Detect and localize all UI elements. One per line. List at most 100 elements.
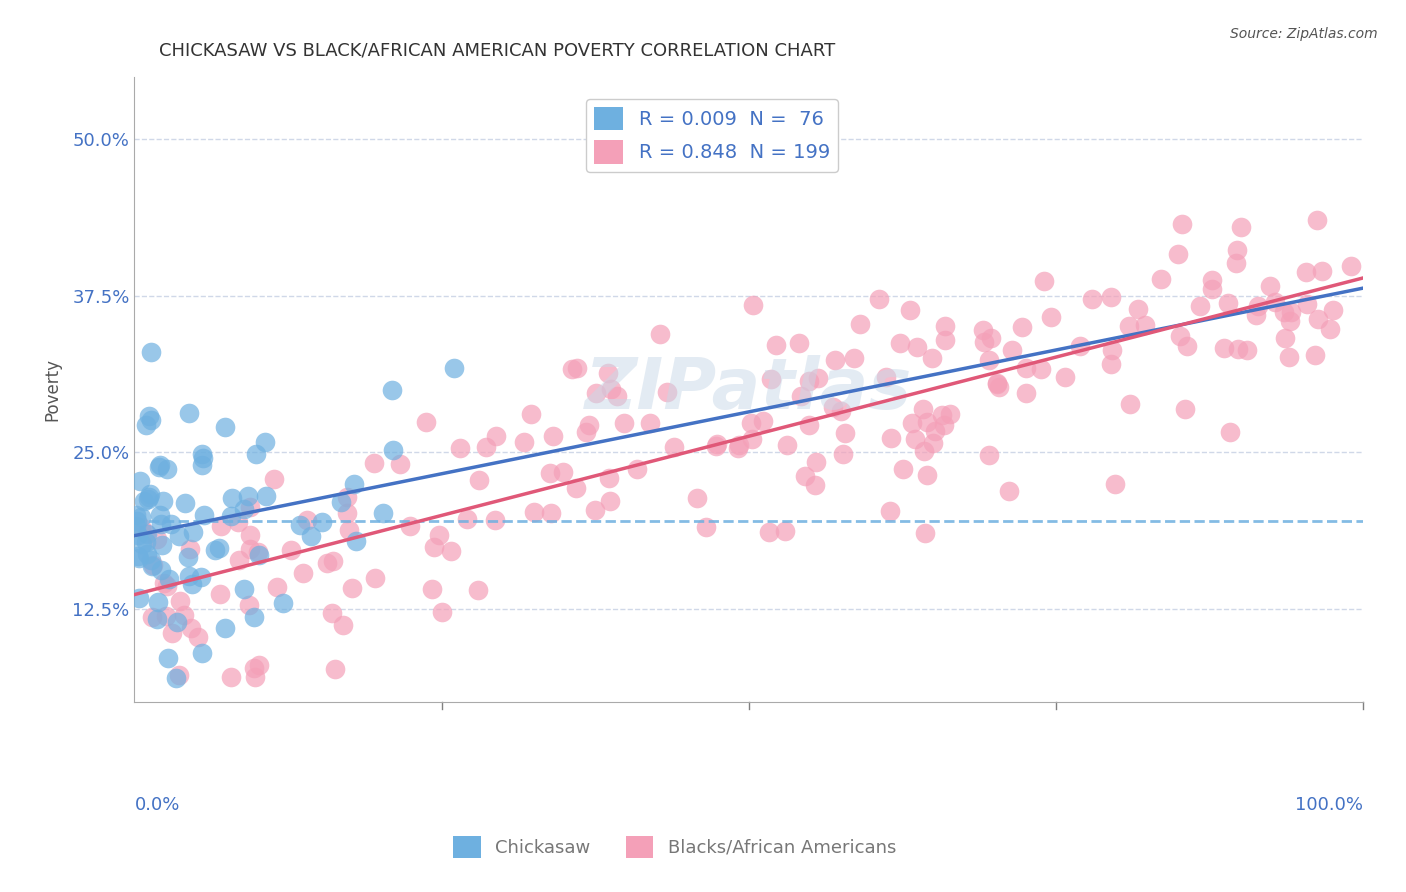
Point xyxy=(145,612,167,626)
Point xyxy=(266,580,288,594)
Point xyxy=(322,554,344,568)
Point xyxy=(190,646,212,660)
Point xyxy=(915,415,938,429)
Point xyxy=(849,318,872,332)
Point xyxy=(1296,297,1319,311)
Point xyxy=(238,598,260,612)
Point xyxy=(149,458,172,472)
Point xyxy=(138,409,160,423)
Point xyxy=(879,504,901,518)
Point xyxy=(181,525,204,540)
Point xyxy=(456,512,478,526)
Point xyxy=(138,490,160,504)
Point xyxy=(1201,282,1223,296)
Point xyxy=(332,618,354,632)
Point xyxy=(1278,350,1301,364)
Text: Source: ZipAtlas.com: Source: ZipAtlas.com xyxy=(1230,27,1378,41)
Point xyxy=(399,519,422,533)
Point xyxy=(986,376,1008,391)
Point xyxy=(415,415,437,429)
Point xyxy=(129,474,152,488)
Point xyxy=(420,582,443,596)
Point xyxy=(136,548,159,562)
Point xyxy=(243,660,266,674)
Y-axis label: Poverty: Poverty xyxy=(44,358,60,421)
Point xyxy=(204,542,226,557)
Point xyxy=(606,389,628,403)
Point xyxy=(973,334,995,349)
Point xyxy=(1011,319,1033,334)
Point xyxy=(765,338,787,352)
Point xyxy=(167,668,190,682)
Point xyxy=(128,551,150,566)
Point xyxy=(449,441,471,455)
Point xyxy=(938,407,960,421)
Point xyxy=(1150,272,1173,286)
Point xyxy=(613,417,636,431)
Point xyxy=(176,549,198,564)
Point xyxy=(907,340,929,354)
Point xyxy=(686,491,709,506)
Point xyxy=(807,370,830,384)
Point xyxy=(221,491,243,505)
Point xyxy=(219,509,242,524)
Point xyxy=(139,412,162,426)
Point xyxy=(790,389,813,403)
Point xyxy=(1308,311,1330,326)
Point xyxy=(914,526,936,541)
Point xyxy=(1340,259,1362,273)
Point xyxy=(1175,338,1198,352)
Point xyxy=(1168,329,1191,343)
Point xyxy=(153,576,176,591)
Point xyxy=(180,621,202,635)
Point xyxy=(596,366,619,380)
Point xyxy=(157,572,180,586)
Point xyxy=(263,472,285,486)
Point xyxy=(901,416,924,430)
Point xyxy=(247,545,270,559)
Point xyxy=(311,515,333,529)
Point xyxy=(1247,299,1270,313)
Point xyxy=(125,514,148,528)
Point xyxy=(131,537,153,551)
Point xyxy=(169,594,191,608)
Point xyxy=(891,462,914,476)
Point xyxy=(214,420,236,434)
Point xyxy=(880,431,903,445)
Point xyxy=(138,486,160,500)
Point xyxy=(830,404,852,418)
Point xyxy=(751,413,773,427)
Point xyxy=(193,450,215,465)
Point xyxy=(337,523,360,537)
Point xyxy=(132,494,155,508)
Point xyxy=(139,553,162,567)
Point xyxy=(295,513,318,527)
Point xyxy=(740,417,762,431)
Point xyxy=(598,471,620,485)
Point xyxy=(1279,305,1302,319)
Point xyxy=(583,502,606,516)
Point xyxy=(150,538,173,552)
Point xyxy=(214,621,236,635)
Point xyxy=(152,493,174,508)
Point xyxy=(741,432,763,446)
Point xyxy=(243,670,266,684)
Point xyxy=(565,361,588,376)
Point xyxy=(135,535,157,549)
Point xyxy=(226,515,249,529)
Point xyxy=(1274,305,1296,319)
Point xyxy=(695,520,717,534)
Point xyxy=(139,344,162,359)
Point xyxy=(979,352,1001,367)
Point xyxy=(657,385,679,400)
Point xyxy=(578,417,600,432)
Point xyxy=(773,524,796,538)
Point xyxy=(148,459,170,474)
Point xyxy=(1310,263,1333,277)
Point xyxy=(165,671,187,685)
Point xyxy=(1069,338,1091,352)
Point xyxy=(330,495,353,509)
Point xyxy=(600,382,623,396)
Point xyxy=(1174,402,1197,417)
Point xyxy=(1319,322,1341,336)
